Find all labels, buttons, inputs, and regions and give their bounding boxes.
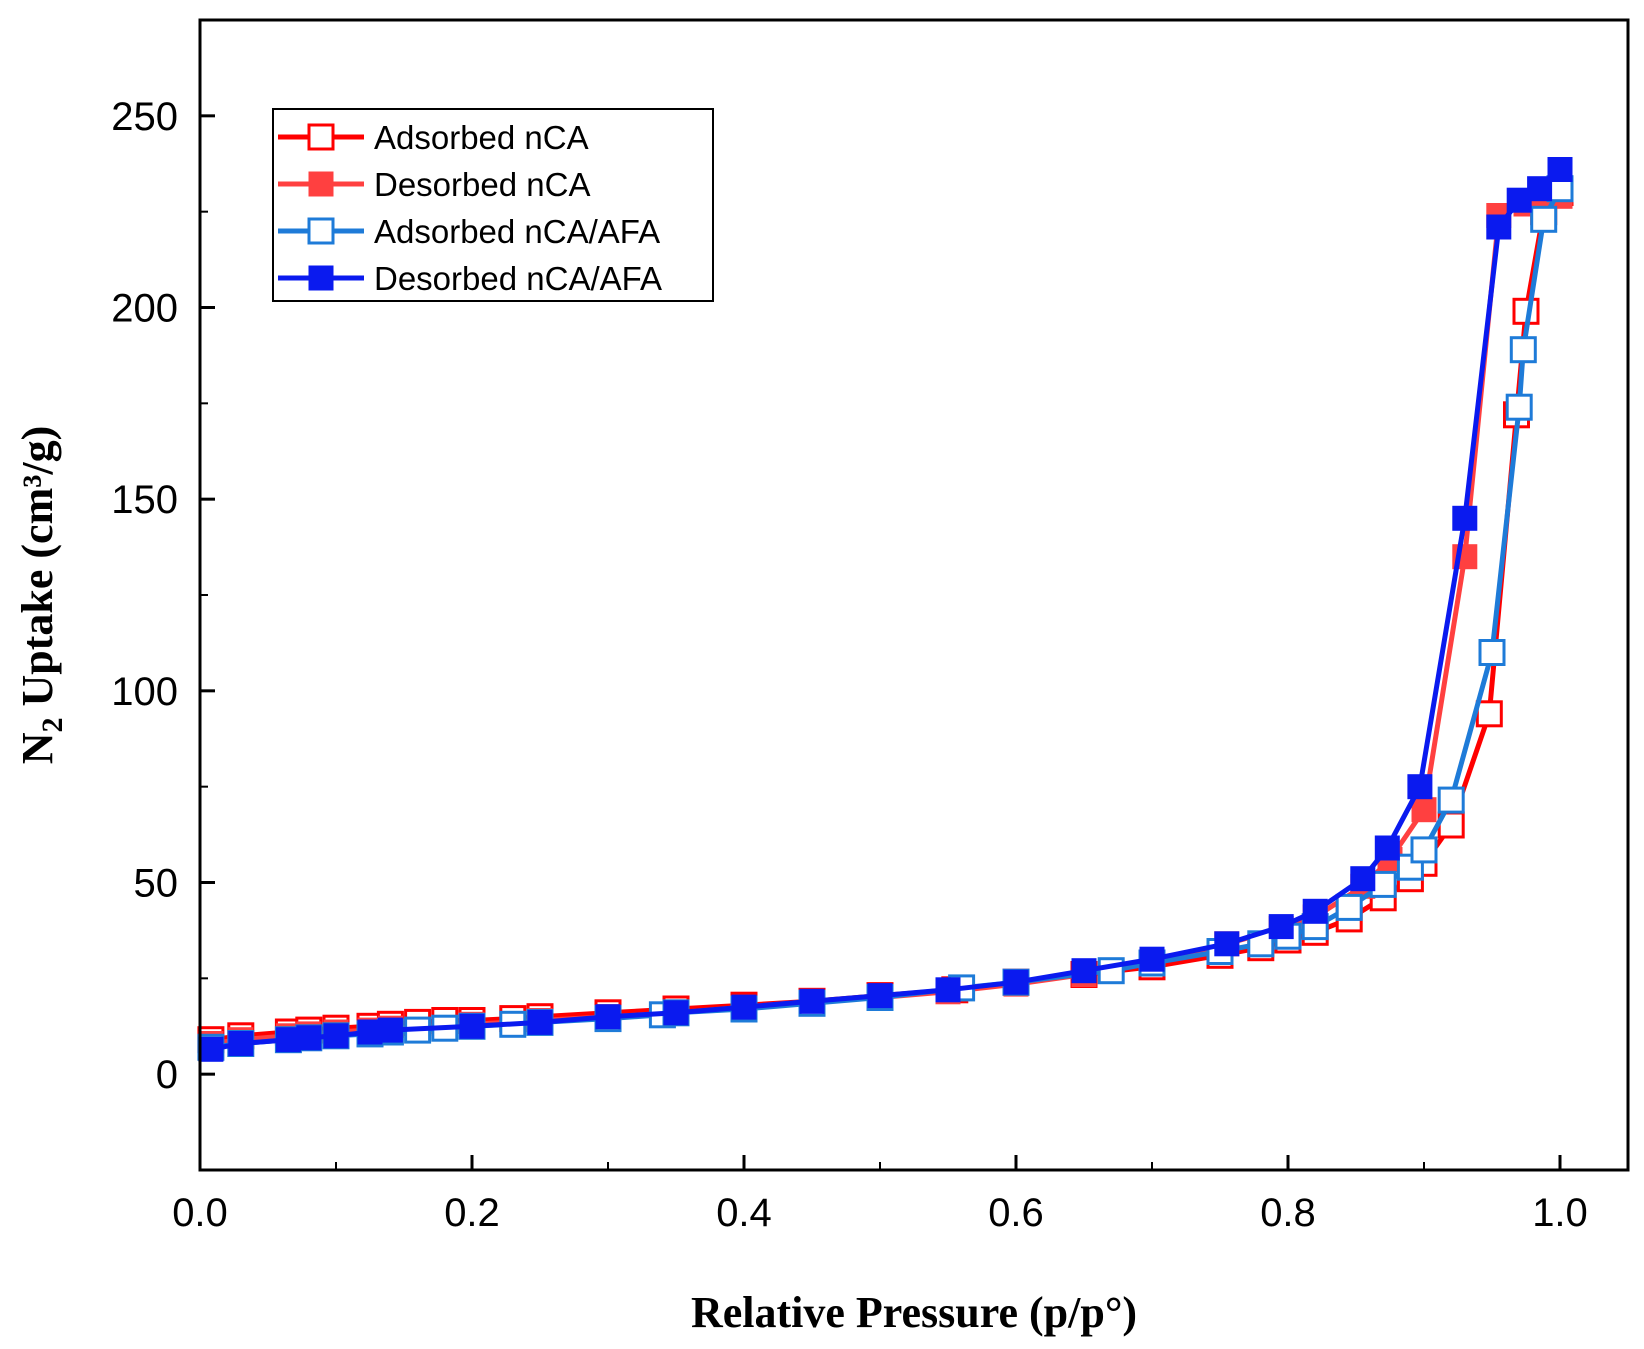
legend-marker <box>307 123 335 151</box>
data-point <box>1411 797 1437 823</box>
data-point <box>1486 214 1512 240</box>
legend-label: Adsorbed nCA <box>374 119 589 156</box>
data-point <box>595 1004 621 1030</box>
data-point <box>1071 958 1097 984</box>
data-point <box>1350 866 1376 892</box>
x-tick-label: 0.6 <box>988 1191 1044 1235</box>
data-point <box>1509 336 1537 364</box>
data-point <box>1374 835 1400 861</box>
y-tick-label: 0 <box>156 1053 178 1097</box>
data-point <box>198 1036 224 1062</box>
y-tick-label: 100 <box>111 670 178 714</box>
data-point <box>275 1027 301 1053</box>
y-tick-label: 250 <box>111 95 178 139</box>
data-point <box>1302 898 1328 924</box>
data-point <box>1268 914 1294 940</box>
x-tick-label: 0.0 <box>172 1191 228 1235</box>
data-point <box>1452 544 1478 570</box>
legend-label: Desorbed nCA <box>374 166 590 203</box>
data-point <box>1506 187 1532 213</box>
legend-entry: Adsorbed nCA/AFA <box>278 213 660 250</box>
data-point <box>323 1023 349 1049</box>
x-tick-label: 0.4 <box>716 1191 772 1235</box>
legend-entries: Adsorbed nCA Desorbed nCA Adsorbed nCA/AFA… <box>278 119 662 297</box>
data-point <box>799 988 825 1014</box>
data-point <box>1410 836 1438 864</box>
y-axis-title-sub: 2 <box>36 718 69 733</box>
data-point <box>1512 297 1540 325</box>
legend-entry: Desorbed nCA <box>278 166 590 203</box>
data-point <box>1475 700 1503 728</box>
data-point <box>935 977 961 1003</box>
legend-marker <box>308 265 334 291</box>
y-tick-label: 200 <box>111 287 178 331</box>
x-tick-label: 1.0 <box>1532 1191 1588 1235</box>
y-axis-title-main: N <box>13 732 62 764</box>
data-point <box>1478 639 1506 666</box>
legend-box <box>272 108 714 302</box>
x-tick-label: 0.2 <box>444 1191 500 1235</box>
data-point <box>1003 969 1029 995</box>
series-4 <box>198 157 1573 1062</box>
y-axis-title-rest: Uptake (cm³/g) <box>13 426 62 718</box>
x-tick-label: 0.8 <box>1260 1191 1316 1235</box>
legend-marker <box>308 171 334 197</box>
legend-entry: Adsorbed nCA <box>278 119 589 156</box>
data-point <box>357 1019 383 1045</box>
data-point <box>1407 774 1433 800</box>
data-point <box>1437 786 1465 814</box>
data-point <box>1505 393 1533 421</box>
y-tick-label: 150 <box>111 478 178 522</box>
y-tick-label: 50 <box>134 862 179 906</box>
tick-layer: 0.0 0.2 0.4 0.6 0.8 1.0 0 50 100 150 200 250 <box>111 19 1588 1235</box>
data-point <box>867 983 893 1009</box>
legend-marker <box>307 217 335 245</box>
legend-label: Desorbed nCA/AFA <box>374 260 662 297</box>
legend: Adsorbed nCA Desorbed nCA Adsorbed nCA/AFA… <box>272 108 714 302</box>
data-point <box>1214 931 1240 957</box>
legend-entry: Desorbed nCA/AFA <box>278 260 662 297</box>
data-point <box>1335 893 1363 921</box>
data-point <box>1530 205 1558 233</box>
legend-label: Adsorbed nCA/AFA <box>374 213 660 250</box>
x-axis-title: Relative Pressure (p/p°) <box>691 1288 1137 1337</box>
data-point <box>1139 946 1165 972</box>
data-point <box>527 1009 553 1035</box>
y-axis-title: N2 Uptake (cm³/g) <box>13 426 69 765</box>
data-point <box>731 994 757 1020</box>
data-point <box>459 1013 485 1039</box>
data-point <box>228 1031 254 1056</box>
data-point <box>1452 505 1478 531</box>
series-layer <box>197 157 1574 1062</box>
data-point <box>663 1000 689 1026</box>
